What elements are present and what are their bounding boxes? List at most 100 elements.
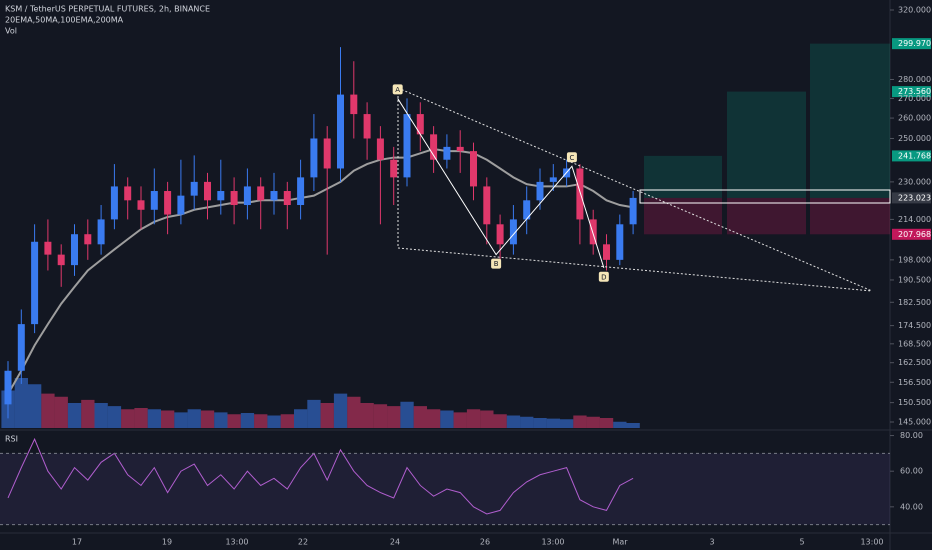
volume-bar <box>307 399 321 428</box>
rsi-tick-label: 80.00 <box>900 431 923 440</box>
x-tick-label: 3 <box>709 538 714 547</box>
volume-bar <box>67 403 82 428</box>
candle-body <box>616 224 624 260</box>
price-badge <box>892 150 931 162</box>
candle-body <box>629 197 637 225</box>
volume-bar <box>427 409 441 428</box>
volume-bar <box>320 403 334 428</box>
volume-bar <box>533 418 547 428</box>
candle-body <box>124 186 132 201</box>
pattern-badge <box>392 84 403 95</box>
y-tick-label: 145.000 <box>898 418 931 427</box>
volume-bar <box>294 409 308 428</box>
volume-bar <box>440 410 454 428</box>
candle-body <box>283 191 291 206</box>
pattern-label: C <box>569 154 574 162</box>
y-tick-label: 214.000 <box>898 215 931 224</box>
price-badge <box>892 38 931 50</box>
volume-bar <box>493 414 507 428</box>
x-tick-label: 24 <box>390 538 400 547</box>
candle-body <box>456 146 464 152</box>
x-tick-label: 22 <box>298 538 308 547</box>
volume-bar <box>280 414 294 428</box>
x-tick-label: Mar <box>612 538 628 547</box>
candle-body <box>589 219 597 245</box>
candle-body <box>390 159 398 178</box>
y-tick-label: 320.000 <box>898 6 931 15</box>
y-tick-label: 150.500 <box>898 398 931 407</box>
rsi-label: RSI <box>5 435 18 444</box>
volume-bar <box>254 414 268 428</box>
candle-body <box>17 324 25 371</box>
y-tick-label: 174.500 <box>898 321 931 330</box>
candle-body <box>137 200 145 210</box>
volume-bar <box>121 409 135 428</box>
candle-body <box>416 114 424 135</box>
y-tick-label: 230.000 <box>898 177 931 186</box>
volume-bar <box>506 415 521 428</box>
x-tick-label: 17 <box>72 538 82 547</box>
candle-body <box>71 234 78 266</box>
candle-body <box>576 168 584 220</box>
volume-bar <box>161 410 175 428</box>
candle-body <box>430 134 438 160</box>
volume-bar <box>586 416 600 428</box>
volume-bar <box>54 396 68 428</box>
y-tick-label: 162.500 <box>898 358 931 367</box>
candle-body <box>549 177 557 182</box>
candle-body <box>217 191 225 201</box>
pattern-line <box>397 98 605 268</box>
y-tick-label: 270.000 <box>898 94 931 103</box>
rsi-line <box>7 437 634 515</box>
candle-body <box>297 177 305 206</box>
volume-bar <box>333 393 348 428</box>
y-tick-label: 168.500 <box>898 339 931 348</box>
candle-body <box>150 191 158 210</box>
indicators-label: 20EMA,50MA,100EMA,200MA <box>5 16 124 25</box>
pattern-badge <box>598 271 609 282</box>
trend-line-upper <box>397 87 873 292</box>
volume-bar <box>28 384 42 428</box>
candle-body <box>44 241 52 255</box>
volume-bar <box>147 409 161 428</box>
volume-bar <box>599 418 614 428</box>
pattern-label: D <box>601 273 606 281</box>
candle-body <box>536 181 544 201</box>
stop-box <box>644 197 722 235</box>
candle-body <box>470 151 477 187</box>
volume-bar <box>626 423 640 428</box>
stop-box <box>727 197 806 235</box>
volume-bar <box>546 418 560 428</box>
candle-body <box>110 186 118 220</box>
rsi-tick-label: 40.00 <box>900 502 923 511</box>
volume-bar <box>573 415 587 428</box>
y-tick-label: 260.000 <box>898 114 931 123</box>
candle-body <box>270 191 278 201</box>
candle-body <box>190 181 198 196</box>
candle-body <box>323 138 331 169</box>
target-box <box>810 43 890 198</box>
candle-body <box>403 114 411 178</box>
volume-bar <box>480 410 494 428</box>
candle-body <box>337 94 344 169</box>
candle-body <box>243 186 251 206</box>
volume-bar <box>373 404 388 428</box>
price-badge <box>892 192 931 204</box>
volume-bar <box>227 414 241 428</box>
volume-bar <box>267 415 281 428</box>
volume-bar <box>107 406 122 428</box>
y-tick-label: 198.000 <box>898 255 931 264</box>
target-box <box>727 91 806 198</box>
position-outline <box>639 189 891 204</box>
pattern-badge <box>491 258 502 269</box>
y-tick-label: 280.000 <box>898 75 931 84</box>
price-badge-label: 273.560 <box>898 87 931 96</box>
trend-line-lower <box>397 247 873 292</box>
volume-bar <box>347 396 361 428</box>
candle-body <box>31 241 39 325</box>
rsi-tick-label: 60.00 <box>900 467 923 476</box>
price-badge <box>892 86 931 98</box>
y-tick-label: 156.500 <box>898 378 931 387</box>
